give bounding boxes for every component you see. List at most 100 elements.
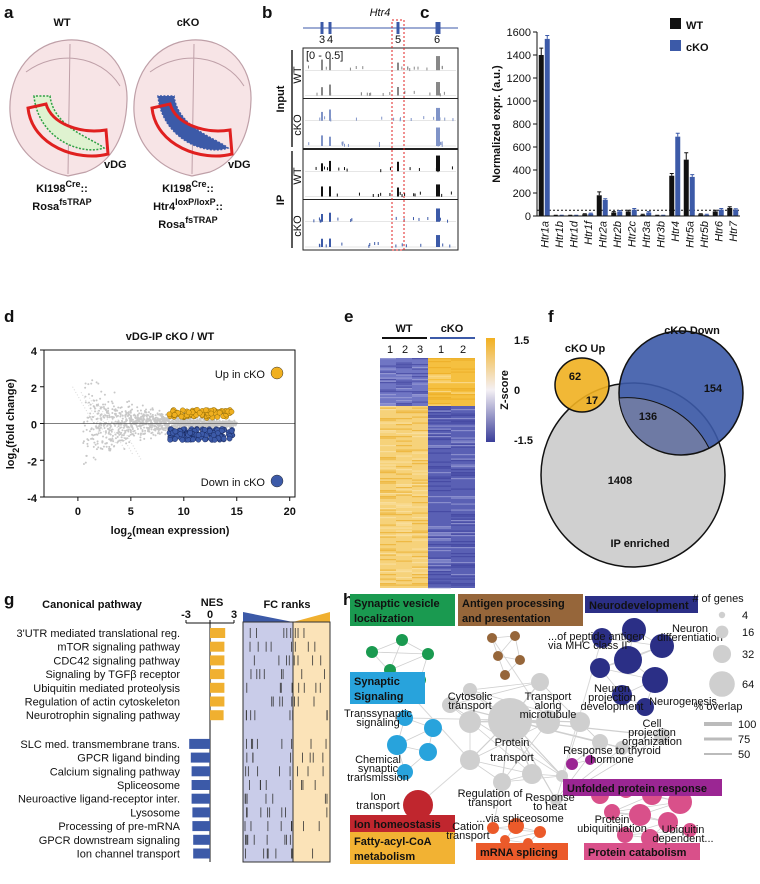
track-peak [321, 111, 323, 121]
scatter-point [109, 424, 112, 427]
error-bar [719, 208, 724, 210]
up-point [178, 413, 185, 420]
heatmap-texture [412, 566, 428, 568]
scatter-point [93, 433, 96, 436]
heatmap-texture [380, 472, 396, 474]
heatmap-texture [380, 554, 396, 556]
term-label: Transport [525, 691, 572, 703]
y-axis-label: log2(fold change) [5, 378, 21, 469]
scatter-point [105, 436, 108, 439]
chart-title: Canonical pathway [42, 599, 143, 611]
scatter-point [112, 445, 115, 448]
heatmap-texture [380, 391, 396, 393]
heatmap-texture [396, 422, 412, 424]
scatter-point [157, 426, 160, 429]
heatmap-texture [451, 422, 475, 424]
heatmap-texture [451, 466, 475, 468]
heatmap-texture [412, 368, 428, 370]
scatter-point [204, 423, 207, 426]
down-point [210, 432, 217, 438]
heatmap-texture [428, 433, 451, 435]
scatter-point [96, 426, 99, 429]
heatmap-texture [451, 562, 475, 564]
heatmap-texture [451, 368, 475, 370]
scatter-point [99, 417, 102, 420]
track-peak [397, 187, 399, 197]
heatmap-texture [380, 380, 396, 382]
scatter-point [133, 429, 136, 432]
term-label: differentiation [657, 632, 723, 644]
up-point [208, 410, 215, 417]
track-noise [449, 244, 451, 248]
group-label: cKO [177, 17, 200, 29]
heatmap-texture [380, 493, 396, 495]
down-point [226, 435, 233, 442]
scatter-point [153, 420, 156, 423]
scatter-point [106, 424, 109, 427]
heatmap-texture [428, 527, 451, 529]
scatter-point [97, 446, 100, 449]
track-noise [319, 219, 321, 223]
scatter-point [178, 420, 181, 423]
scatter-point [99, 426, 102, 429]
down-point [211, 437, 218, 443]
heatmap-texture [380, 574, 396, 576]
bar [625, 211, 631, 216]
heatmap-texture [428, 544, 451, 546]
x-tick-label: 10 [178, 506, 190, 518]
y-tick-label: 200 [513, 188, 531, 200]
x-tick-label: 15 [231, 506, 243, 518]
rank-header [243, 612, 293, 622]
heatmap-texture [396, 424, 412, 426]
heatmap-texture [451, 389, 475, 391]
heatmap-texture [396, 455, 412, 457]
network-node [510, 631, 520, 641]
down-point [195, 432, 202, 438]
heatmap-texture [412, 532, 428, 534]
heatmap-texture [380, 418, 396, 420]
track-peak [329, 238, 331, 247]
track-noise [439, 141, 441, 145]
scatter-point [100, 413, 103, 416]
exon-number: 5 [395, 34, 401, 46]
track-noise [326, 167, 328, 171]
heatmap-texture [380, 373, 396, 375]
bar [538, 55, 544, 216]
scatter-point [84, 395, 87, 398]
term-label: projection [588, 692, 636, 704]
scatter-point [82, 462, 85, 465]
heatmap-texture [412, 412, 428, 414]
heatmap-texture [396, 404, 412, 406]
heatmap-texture [396, 511, 412, 513]
heatmap-texture [412, 539, 428, 541]
heatmap-texture [396, 514, 412, 516]
panel-label: h [343, 590, 353, 609]
track-noise [427, 217, 429, 221]
heatmap-texture [428, 422, 451, 424]
scatter-point [230, 423, 233, 426]
y-tick-label: -4 [27, 493, 38, 505]
exon [435, 22, 441, 34]
scatter-point [108, 447, 111, 450]
term-label: ubiquitinilation [577, 823, 647, 835]
scatter-point [233, 419, 236, 422]
track-peak [321, 135, 323, 146]
down-point [202, 426, 208, 433]
brain [9, 39, 128, 177]
x-tick-label: Htr5a [684, 221, 696, 248]
term-label: Neuron [594, 683, 630, 695]
genotype-part: fsTRAP [59, 197, 92, 207]
bar [588, 213, 594, 216]
heatmap-texture [412, 431, 428, 433]
heatmap-texture [380, 569, 396, 571]
cluster-box [476, 843, 568, 860]
heatmap-texture [396, 374, 412, 376]
heatmap-texture [412, 433, 428, 435]
heatmap-texture [396, 473, 412, 475]
term-label: Transsynaptic [344, 708, 413, 720]
scatter-point [90, 418, 93, 421]
heatmap-texture [380, 457, 396, 459]
scatter-point [123, 432, 126, 435]
heatmap-texture [396, 535, 412, 537]
heatmap-texture [396, 469, 412, 471]
